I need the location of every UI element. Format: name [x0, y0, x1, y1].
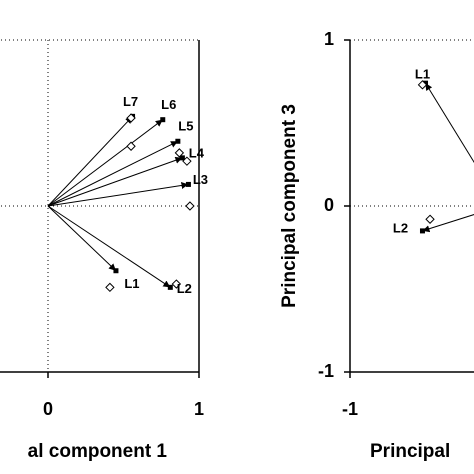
y-tick-label: 0 [324, 195, 334, 215]
arrow-square [160, 117, 166, 123]
diamond-marker [417, 80, 428, 90]
arrow-square [167, 284, 173, 290]
x-tick-label: -1 [342, 399, 358, 419]
loading-arrow [422, 214, 474, 233]
loading-arrow [425, 82, 474, 164]
diamond-marker [174, 148, 185, 158]
x-axis-title: Principal [370, 441, 450, 462]
diamond-marker [105, 282, 115, 293]
loading-arrow [47, 116, 133, 207]
point-label: L3 [193, 172, 208, 187]
arrow-square [179, 155, 185, 161]
diamond-marker [185, 201, 195, 211]
arrow-square [175, 138, 181, 144]
point-label: L1 [124, 276, 139, 291]
loading-arrow [47, 140, 179, 207]
x-tick-label: 0 [43, 399, 53, 419]
diamond-marker [126, 141, 136, 151]
y-tick-label: 1 [324, 29, 334, 49]
point-label: L2 [177, 281, 192, 296]
point-label: L1 [415, 67, 430, 82]
arrow-square [419, 228, 425, 234]
diamond-marker [171, 279, 182, 289]
arrow-square [185, 181, 191, 187]
loading-arrow [47, 156, 183, 207]
y-tick-label: -1 [318, 361, 334, 381]
x-axis-title: al component 1 [28, 441, 168, 462]
arrow-square [113, 268, 119, 274]
x-tick-label: 1 [194, 399, 204, 419]
loading-arrow [47, 205, 117, 272]
point-label: L4 [189, 145, 205, 160]
y-axis-title: Principal component 3 [279, 104, 300, 308]
loading-arrow [47, 119, 164, 207]
diamond-marker [182, 156, 192, 166]
plot-area [0, 39, 200, 373]
loading-arrow [47, 205, 171, 288]
plot-area [349, 39, 474, 373]
point-label: L6 [161, 97, 176, 112]
diamond-marker [425, 214, 435, 224]
point-label: L5 [178, 119, 193, 134]
point-label: L7 [123, 94, 138, 109]
diamond-marker [126, 113, 136, 123]
point-label: L2 [393, 220, 408, 235]
loading-arrow [47, 182, 189, 207]
